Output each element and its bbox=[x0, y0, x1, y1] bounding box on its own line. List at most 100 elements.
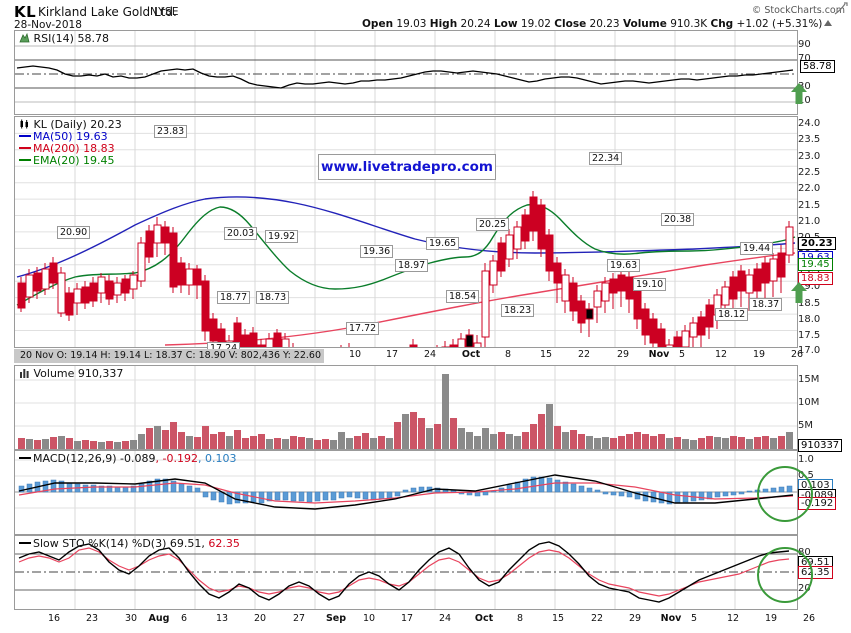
volume-value: 910.3K bbox=[670, 18, 708, 30]
mountain-icon bbox=[19, 33, 30, 43]
exchange-label: NYSE bbox=[150, 6, 179, 18]
ticker-symbol: KL bbox=[14, 3, 37, 21]
xtick-mid-oct: Oct bbox=[461, 349, 481, 360]
xtick-bot-15: 15 bbox=[551, 613, 565, 624]
company-name: Kirkland Lake Gold Ltd. bbox=[38, 5, 177, 19]
volume-value-flag: 910337 bbox=[798, 439, 843, 452]
price-callout-20.38: 20.38 bbox=[661, 213, 695, 226]
cursor-statusbar: 20 Nov O: 19.14 H: 19.14 L: 18.37 C: 18.… bbox=[14, 349, 324, 363]
price-callout-20.25: 20.25 bbox=[476, 218, 510, 231]
sto-legend-d: 62.35 bbox=[208, 537, 240, 550]
price-tick-23.5: 23.5 bbox=[798, 134, 821, 145]
price-panel: KL (Daily) 20.23 MA(50) 19.63 MA(200) 18… bbox=[14, 116, 798, 355]
price-callout-18.54: 18.54 bbox=[446, 290, 480, 303]
rsi-tick-30: 30 bbox=[798, 81, 811, 92]
ma200-swatch-icon bbox=[19, 147, 31, 149]
sto-legend-main: Slow STO %K(14) %D(3) 69.51, bbox=[33, 537, 205, 550]
high-value: 20.24 bbox=[460, 18, 491, 30]
volume-plot bbox=[15, 366, 797, 449]
ma50-label: MA(50) 19.63 bbox=[33, 130, 108, 143]
volume-tick-10M: 10M bbox=[798, 397, 820, 408]
price-tick-18.0: 18.0 bbox=[798, 314, 821, 325]
volume-tick-5M: 5M bbox=[798, 420, 813, 431]
xtick-mid-17: 17 bbox=[385, 349, 399, 360]
quote-date: 28-Nov-2018 bbox=[14, 19, 82, 31]
xtick-bot-13: 13 bbox=[215, 613, 229, 624]
macd-legend: MACD(12,26,9) -0.089, -0.192, 0.103 bbox=[19, 453, 236, 465]
price-tick-23.0: 23.0 bbox=[798, 151, 821, 162]
watermark-livetradepro: www.livetradepro.com bbox=[318, 154, 496, 180]
price-callout-19.44: 19.44 bbox=[740, 242, 774, 255]
price-callout-19.92: 19.92 bbox=[265, 230, 299, 243]
xtick-bot-27: 27 bbox=[292, 613, 306, 624]
price-flag-ema20: 19.45 bbox=[798, 258, 833, 271]
price-callout-17.72: 17.72 bbox=[346, 322, 380, 335]
volume-tick-15M: 15M bbox=[798, 374, 820, 385]
bars-icon bbox=[20, 369, 29, 378]
xtick-bot-aug: Aug bbox=[148, 613, 170, 624]
volume-label: Volume bbox=[622, 18, 667, 30]
price-callout-18.97: 18.97 bbox=[395, 259, 429, 272]
price-tick-17.5: 17.5 bbox=[798, 330, 821, 341]
sto-tick-80: 80 bbox=[798, 547, 811, 558]
scroll-corner-icon bbox=[834, 2, 848, 15]
price-tick-17.0: 17.0 bbox=[798, 345, 821, 356]
rsi-plot bbox=[15, 31, 797, 114]
rsi-svg bbox=[15, 31, 797, 114]
xtick-bot-17: 17 bbox=[400, 613, 414, 624]
price-svg bbox=[15, 117, 797, 347]
xtick-bot-23: 23 bbox=[85, 613, 99, 624]
price-callout-18.23: 18.23 bbox=[501, 304, 535, 317]
xtick-mid-12: 12 bbox=[714, 349, 728, 360]
price-tick-21.0: 21.0 bbox=[798, 216, 821, 227]
xtick-bot-sep: Sep bbox=[325, 613, 347, 624]
price-callout-18.77: 18.77 bbox=[217, 291, 251, 304]
chg-value: +1.02 (+5.31%) bbox=[736, 18, 823, 30]
price-callout-19.10: 19.10 bbox=[633, 278, 667, 291]
high-label: High bbox=[429, 18, 458, 30]
low-value: 19.02 bbox=[520, 18, 551, 30]
macd-swatch-icon bbox=[19, 457, 31, 459]
price-callout-18.12: 18.12 bbox=[715, 308, 749, 321]
price-flag-close: 20.23 bbox=[798, 237, 836, 250]
rsi-tick-90: 90 bbox=[798, 39, 811, 50]
close-value: 20.23 bbox=[589, 18, 620, 30]
price-legend: KL (Daily) 20.23 MA(50) 19.63 MA(200) 18… bbox=[19, 119, 122, 167]
price-green-arrow-icon bbox=[790, 282, 808, 304]
sto-panel: Slow STO %K(14) %D(3) 69.51, 62.35 bbox=[14, 535, 798, 610]
macd-panel: MACD(12,26,9) -0.089, -0.192, 0.103 bbox=[14, 450, 798, 535]
ema20-swatch-icon bbox=[19, 159, 31, 161]
low-label: Low bbox=[493, 18, 518, 30]
sto-svg bbox=[15, 536, 797, 609]
volume-legend: Volume 910,337 bbox=[19, 368, 123, 380]
xtick-mid-10: 10 bbox=[348, 349, 362, 360]
sto-legend: Slow STO %K(14) %D(3) 69.51, 62.35 bbox=[19, 538, 240, 550]
chart-header: KL Kirkland Lake Gold Ltd. NYSE 28-Nov-2… bbox=[0, 0, 851, 31]
open-value: 19.03 bbox=[396, 18, 427, 30]
rsi-legend-label: RSI(14) 58.78 bbox=[33, 32, 109, 45]
price-callout-22.34: 22.34 bbox=[589, 152, 623, 165]
xtick-bot-20: 20 bbox=[253, 613, 267, 624]
xtick-bot-29: 29 bbox=[628, 613, 642, 624]
price-flag-ma200: 18.83 bbox=[798, 272, 833, 285]
xtick-mid-5: 5 bbox=[678, 349, 686, 360]
macd-tick-1.0: 1.0 bbox=[798, 454, 814, 465]
xtick-bot-12: 12 bbox=[726, 613, 740, 624]
price-legend-row-ma50: MA(50) 19.63 bbox=[19, 131, 122, 143]
rsi-panel: RSI(14) 58.78 bbox=[14, 30, 798, 115]
price-callout-19.36: 19.36 bbox=[360, 245, 394, 258]
price-callout-19.63b: 19.63 bbox=[607, 259, 641, 272]
price-legend-row-ma200: MA(200) 18.83 bbox=[19, 143, 122, 155]
xtick-mid-22: 22 bbox=[577, 349, 591, 360]
open-label: Open bbox=[362, 18, 394, 30]
xtick-bot-oct: Oct bbox=[474, 613, 494, 624]
xtick-bot-6: 6 bbox=[180, 613, 188, 624]
macd-legend-signal: -0.192 bbox=[162, 452, 198, 465]
price-callout-18.37: 18.37 bbox=[749, 298, 783, 311]
xtick-mid-26: 26 bbox=[790, 349, 804, 360]
xtick-bot-30: 30 bbox=[124, 613, 138, 624]
volume-panel: Volume 910,337 bbox=[14, 365, 798, 450]
xtick-bot-16: 16 bbox=[47, 613, 61, 624]
xtick-mid-19: 19 bbox=[752, 349, 766, 360]
